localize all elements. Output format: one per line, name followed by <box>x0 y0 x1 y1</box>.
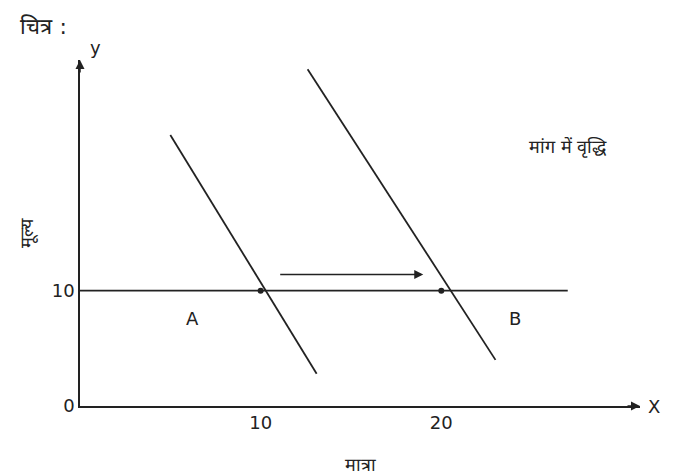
svg-text:10: 10 <box>52 280 75 301</box>
svg-text:20: 20 <box>430 412 453 433</box>
svg-text:X: X <box>648 396 660 417</box>
svg-text:0: 0 <box>63 395 74 416</box>
svg-text:A: A <box>186 308 199 329</box>
svg-text:मूल्य: मूल्य <box>16 218 38 248</box>
svg-text:y: y <box>90 37 101 58</box>
svg-text:10: 10 <box>249 412 272 433</box>
svg-text:B: B <box>509 308 521 329</box>
svg-text:चित्र :: चित्र : <box>20 14 66 39</box>
svg-text:मांग में वृद्धि: मांग में वृद्धि <box>529 136 607 158</box>
svg-text:मात्रा: मात्रा <box>345 454 376 475</box>
